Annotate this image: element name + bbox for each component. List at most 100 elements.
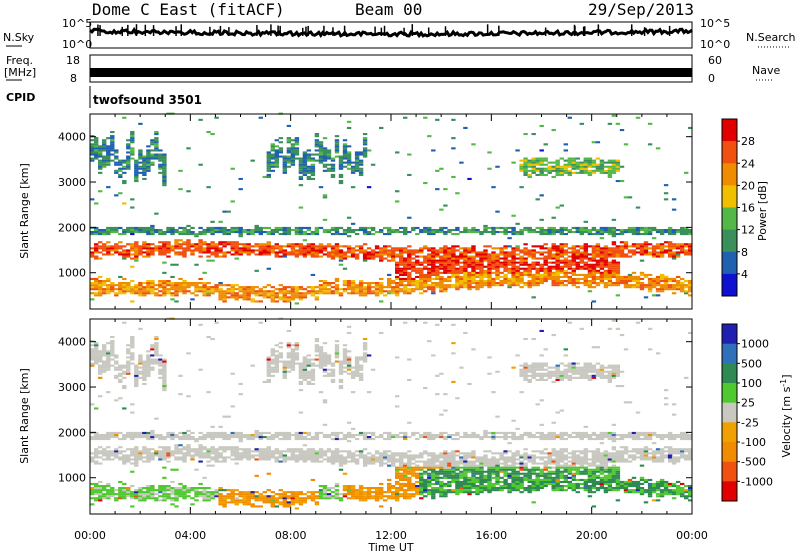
velocity-cell — [315, 338, 319, 340]
power-cell — [98, 160, 102, 162]
velocity-cell — [102, 365, 106, 367]
power-cell — [576, 286, 580, 288]
velocity-cell — [271, 454, 275, 456]
velocity-cell — [363, 458, 367, 460]
velocity-cell — [102, 450, 106, 452]
velocity-cell — [379, 493, 383, 495]
power-cell — [407, 264, 411, 266]
power-cell — [443, 256, 447, 258]
velocity-cell — [271, 456, 275, 458]
power-cell — [664, 231, 668, 233]
power-cell — [664, 280, 668, 282]
power-cell — [363, 292, 367, 294]
power-cell — [122, 253, 126, 255]
velocity-cell — [263, 491, 267, 493]
velocity-cell — [110, 434, 114, 436]
power-cell — [511, 260, 515, 262]
velocity-cell — [146, 452, 150, 454]
power-cell — [479, 266, 483, 268]
velocity-cell — [283, 371, 287, 373]
power-cell — [548, 268, 552, 270]
power-cell — [146, 166, 150, 168]
power-cell — [680, 290, 684, 292]
power-cell — [355, 166, 359, 168]
power-cell — [515, 245, 519, 247]
power-cell — [435, 249, 439, 251]
power-cell — [307, 149, 311, 151]
velocity-cell — [154, 350, 158, 352]
power-cell — [106, 145, 110, 147]
power-cell — [544, 258, 548, 260]
power-cell — [604, 284, 608, 286]
power-cell — [130, 290, 134, 292]
power-cell — [399, 278, 403, 280]
power-cell — [138, 245, 142, 247]
power-cell — [299, 166, 303, 168]
power-cell — [138, 123, 142, 125]
power-cell — [491, 233, 495, 235]
power-cell — [379, 231, 383, 233]
velocity-cell — [279, 497, 283, 499]
power-cell — [471, 260, 475, 262]
power-cell — [307, 243, 311, 245]
power-cell — [439, 168, 443, 170]
power-cell — [174, 264, 178, 266]
power-cell — [307, 158, 311, 160]
velocity-cell — [363, 359, 367, 361]
power-cell — [90, 288, 94, 290]
velocity-cell — [98, 485, 102, 487]
power-cell — [255, 229, 259, 231]
velocity-cell — [247, 503, 251, 505]
velocity-cell — [222, 438, 226, 440]
power-cell — [532, 262, 536, 264]
velocity-cell — [303, 461, 307, 463]
velocity-cell — [90, 458, 94, 460]
power-cell — [407, 249, 411, 251]
power-cell — [146, 280, 150, 282]
velocity-cell — [263, 495, 267, 497]
cpid-value: twofsound 3501 — [93, 93, 202, 107]
power-cell — [612, 272, 616, 274]
power-cell — [287, 251, 291, 253]
power-cell — [146, 162, 150, 164]
power-cell — [556, 170, 560, 172]
power-cell — [235, 251, 239, 253]
power-cell — [142, 251, 146, 253]
power-cell — [231, 290, 235, 292]
power-cell — [451, 258, 455, 260]
velocity-cell — [311, 497, 315, 499]
power-cell — [487, 262, 491, 264]
velocity-cell — [110, 493, 114, 495]
power-cell — [202, 249, 206, 251]
velocity-cell — [214, 495, 218, 497]
power-cell — [523, 262, 527, 264]
power-cell — [142, 158, 146, 160]
power-cell — [491, 262, 495, 264]
power-cell — [652, 247, 656, 249]
power-cell — [283, 256, 287, 258]
velocity-cell — [359, 456, 363, 458]
power-cell — [580, 247, 584, 249]
velocity-cell — [158, 377, 162, 379]
power-cell — [94, 143, 98, 145]
power-cell — [475, 229, 479, 231]
velocity-cell — [162, 383, 166, 385]
power-cell — [235, 298, 239, 300]
velocity-cell — [235, 446, 239, 448]
power-cell — [612, 164, 616, 166]
velocity-cell — [339, 454, 343, 456]
power-cell — [186, 290, 190, 292]
power-cell — [106, 280, 110, 282]
power-cell — [648, 278, 652, 280]
velocity-cell — [331, 454, 335, 456]
power-cell — [672, 231, 676, 233]
power-cell — [544, 251, 548, 253]
power-cell — [214, 256, 218, 258]
power-cell — [339, 156, 343, 158]
velocity-cell — [166, 493, 170, 495]
velocity-cell — [363, 342, 367, 344]
power-cell — [291, 160, 295, 162]
power-cell — [427, 280, 431, 282]
power-cell — [206, 245, 210, 247]
power-cell — [110, 145, 114, 147]
